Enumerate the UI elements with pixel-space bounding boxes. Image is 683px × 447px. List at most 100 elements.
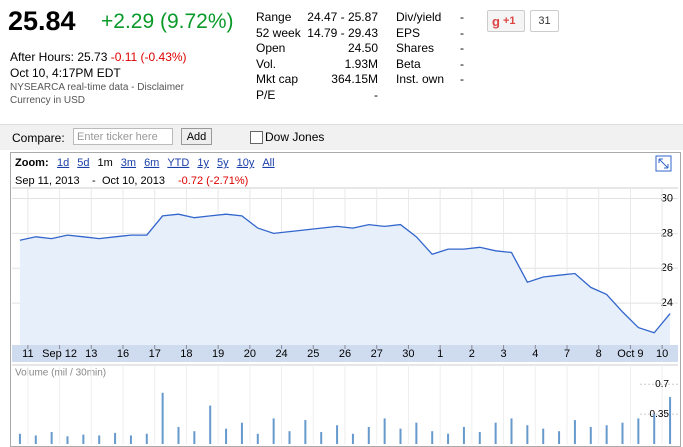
y-tick-label: 0.7 (655, 379, 669, 390)
volume-bar (225, 428, 228, 444)
volume-bar (399, 428, 402, 444)
data-source[interactable]: NYSEARCA real-time data - Disclaimer (10, 82, 184, 93)
zoom-option[interactable]: 10y (237, 157, 255, 169)
volume-bar (431, 431, 434, 444)
zoom-option[interactable]: YTD (167, 157, 189, 169)
volume-bar (621, 422, 624, 444)
volume-bar (336, 425, 339, 444)
volume-bar (605, 425, 608, 444)
volume-bar (383, 418, 386, 444)
area (19, 214, 671, 345)
stat-label: 52 week (256, 25, 301, 40)
x-tick-label: 24 (275, 348, 287, 360)
price-line (19, 213, 671, 334)
price: 25.84 (8, 6, 76, 36)
zoom-option[interactable]: All (262, 157, 274, 169)
stat-value: 14.79 - 29.43 (307, 25, 378, 40)
stat-label: Range (256, 10, 292, 24)
stat-value: - (460, 72, 464, 86)
zoom-option[interactable]: 5y (217, 157, 229, 169)
volume-bar (193, 431, 196, 444)
x-tick-label: 19 (212, 348, 224, 360)
compare-label: Compare: (12, 131, 65, 145)
y-tick-label: 30 (661, 192, 673, 204)
x-tick-label: 4 (532, 348, 538, 360)
volume-bar (18, 433, 21, 444)
x-tick-label: 3 (501, 348, 507, 360)
volume-bar (478, 432, 481, 444)
y-tick-label: 28 (661, 227, 673, 239)
x-tick-label: 8 (596, 348, 602, 360)
volume-bar (542, 428, 545, 444)
x-tick-label: 25 (307, 348, 319, 360)
x-tick-label: 16 (117, 348, 129, 360)
plus-one-count: 31 (530, 10, 559, 32)
x-tick-label: 26 (339, 348, 351, 360)
dow-jones-checkbox[interactable] (250, 131, 263, 144)
zoom-option[interactable]: 5d (77, 157, 89, 169)
stat-value: - (460, 10, 464, 24)
stat-value: 364.15M (331, 72, 378, 86)
volume-bar (177, 426, 180, 444)
volume-bar (351, 433, 354, 444)
volume-bar (288, 431, 291, 444)
volume-bar (129, 435, 132, 444)
ticker-input[interactable]: Enter ticker here (73, 128, 173, 145)
x-tick-label: Sep 12 (42, 348, 77, 360)
range-to: Oct 10, 2013 (102, 175, 165, 187)
volume-bar (304, 420, 307, 444)
volume-bar (510, 418, 513, 444)
y-tick-label: 24 (661, 297, 673, 309)
y-tick-label: 0.35 (650, 409, 670, 420)
x-tick-label: 2 (469, 348, 475, 360)
plus-one-button[interactable]: g +1 (487, 10, 525, 32)
stat-label: Vol. (256, 56, 277, 71)
x-tick-label: Oct 9 (617, 348, 643, 360)
stat-value: 24.50 (347, 41, 378, 55)
stat-value: - (460, 41, 464, 55)
volume-bar (573, 420, 576, 444)
plus-one-label: +1 (503, 15, 516, 27)
volume-bar (240, 422, 243, 444)
zoom-option[interactable]: 6m (144, 157, 159, 169)
x-tick-label: 20 (244, 348, 256, 360)
x-tick-label: 11 (22, 348, 33, 360)
stat-value: - (460, 56, 464, 71)
zoom-option[interactable]: 1d (57, 157, 69, 169)
x-tick-label: 13 (85, 348, 97, 360)
y-tick-label: 26 (661, 262, 673, 274)
volume-bar (558, 431, 561, 444)
stat-value: 24.47 - 25.87 (307, 10, 378, 24)
volume-bar (66, 436, 69, 444)
range-change: -0.72 (-2.71%) (178, 175, 248, 187)
fullscreen-icon (658, 158, 669, 169)
after-hours-change: -0.11 (-0.43%) (110, 50, 187, 64)
stat-label: Shares (396, 41, 435, 55)
volume-bar (256, 433, 259, 444)
chart: Zoom: 1d 5d 1m 3m 6m YTD 1y 5y 10y All Sep 11, 2013… (10, 152, 681, 447)
volume-bar (669, 397, 672, 444)
zoom-option[interactable]: 1m (98, 157, 113, 169)
x-axis-band (12, 345, 678, 362)
x-tick-label: 1 (437, 348, 443, 360)
volume-bar (209, 405, 212, 444)
stat-label: Inst. own (396, 72, 445, 86)
range-separator: - (92, 175, 96, 187)
volume-bar (589, 426, 592, 444)
volume-bar (50, 432, 53, 444)
add-button[interactable]: Add (181, 128, 212, 145)
after-hours-price: After Hours: 25.73 (10, 50, 108, 64)
stat-label: EPS (396, 25, 421, 40)
dow-jones-label: Dow Jones (265, 130, 325, 144)
range-from: Sep 11, 2013 (15, 175, 80, 187)
volume-bar (145, 433, 148, 444)
volume-bar (447, 433, 450, 444)
quote-time: Oct 10, 4:17PM EDT (10, 66, 121, 80)
volume-bar (98, 435, 101, 444)
currency: Currency in USD (10, 95, 86, 106)
price-change: +2.29 (9.72%) (101, 10, 234, 33)
zoom-option[interactable]: 3m (121, 157, 136, 169)
after-hours: After Hours: 25.73 -0.11 (-0.43%) (10, 50, 187, 64)
zoom-option[interactable]: 1y (197, 157, 209, 169)
